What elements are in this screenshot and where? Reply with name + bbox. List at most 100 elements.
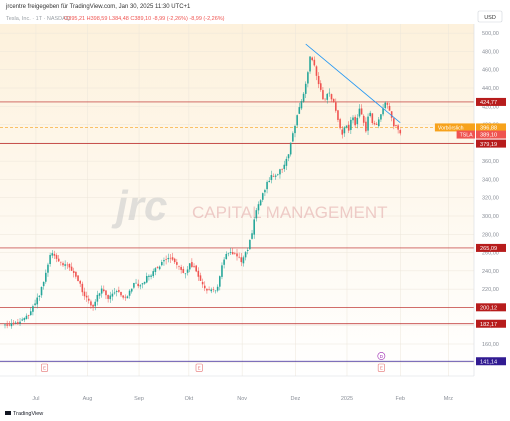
candle-body [371, 113, 374, 124]
candle-body [53, 253, 56, 256]
level-label: 424,77 [480, 100, 497, 106]
y-tick-label: 340,00 [482, 177, 499, 183]
candle-body [313, 59, 316, 66]
time-axis[interactable]: Jul Aug Sep Okt Nov Dez 2025 Feb Mrz [0, 375, 474, 402]
candle-body [264, 190, 266, 193]
candle-body [145, 276, 148, 283]
candle-body [223, 259, 225, 265]
x-tick-label: Jul [32, 396, 39, 402]
candle-body [186, 269, 189, 273]
candle-body [386, 103, 389, 105]
candle-body [362, 115, 365, 123]
candle-body [165, 259, 167, 260]
currency-label: USD [484, 15, 496, 21]
level-label: 141,14 [480, 359, 497, 365]
candle-body [309, 56, 311, 72]
candle-body [79, 280, 81, 284]
watermark-logo: jrc [111, 182, 167, 229]
candle-body [173, 258, 176, 263]
event-markers: E E D E [41, 352, 386, 372]
level-tag: Vorbörslich [438, 126, 464, 132]
candle-body [322, 90, 324, 100]
candle-body [8, 324, 11, 326]
trendline[interactable] [305, 43, 401, 124]
candle-body [23, 318, 26, 321]
candle-body [148, 275, 150, 277]
candle-body [4, 324, 6, 326]
candle-body [345, 125, 348, 128]
y-tick-label: 480,00 [482, 49, 499, 55]
level-label-box [476, 97, 506, 106]
candle-body [87, 298, 90, 301]
marker-label: E [43, 366, 46, 371]
candle-body [208, 289, 210, 290]
candle-body [384, 102, 387, 109]
candle-body [268, 180, 271, 183]
candle-body [176, 262, 178, 265]
candle-body [352, 117, 354, 121]
level-label: 265,09 [480, 246, 497, 252]
candle-body [178, 266, 180, 267]
ohlc-line: O395,21 H398,59 L384,48 C389,10 -8,99 (-… [64, 16, 225, 22]
candle-body [139, 285, 142, 287]
candle-body [40, 287, 43, 296]
marker-label: D [380, 354, 384, 359]
level-label: 396,88 [480, 126, 497, 132]
candle-body [358, 108, 361, 117]
candle-body [234, 253, 236, 254]
y-tick-label: 300,00 [482, 214, 499, 220]
tradingview-logo[interactable]: TradingView [5, 411, 43, 417]
candle-body [227, 253, 230, 255]
candle-body [279, 169, 281, 175]
candle-body [360, 108, 363, 115]
candle-body [246, 250, 249, 251]
candle-body [332, 98, 335, 102]
candle-body [257, 204, 260, 211]
level-label-box [476, 123, 506, 132]
y-tick-label: 440,00 [482, 86, 499, 92]
candle-body [365, 121, 367, 132]
candle-body [281, 169, 283, 170]
candle-body [152, 271, 155, 277]
marker-label: E [380, 366, 383, 371]
candle-body [390, 111, 393, 118]
candle-body [347, 124, 350, 131]
candle-body [92, 304, 94, 307]
level-label: 182,17 [480, 322, 497, 328]
candle-body [375, 123, 378, 125]
candle-body [253, 219, 255, 235]
candle-body [10, 323, 13, 327]
candle-body [19, 321, 21, 324]
candle-body [203, 285, 206, 289]
y-tick-label: 240,00 [482, 269, 499, 275]
candle-body [57, 258, 60, 262]
candle-body [324, 98, 326, 100]
candle-body [85, 295, 88, 298]
candle-body [399, 130, 402, 134]
currency-button[interactable] [477, 10, 503, 23]
watermark-tagline: CAPITAL MANAGEMENT [192, 203, 388, 222]
candle-body [98, 293, 101, 296]
candle-body [124, 296, 127, 298]
candle-body [17, 322, 19, 324]
candle-body [354, 116, 356, 126]
level-label: 200,12 [480, 306, 497, 312]
level-label-box [476, 303, 506, 312]
candle-body [206, 288, 208, 291]
candle-body [66, 264, 69, 266]
candle-body [285, 158, 288, 166]
candle-body [70, 266, 73, 271]
candle-body [199, 275, 202, 281]
candle-body [328, 92, 331, 94]
candle-body [238, 256, 240, 258]
candle-body [382, 108, 384, 115]
candle-body [150, 275, 152, 277]
candle-body [120, 292, 122, 296]
candle-body [242, 257, 245, 264]
candle-body [266, 181, 268, 190]
candle-body [272, 176, 275, 177]
candle-body [68, 263, 71, 268]
x-tick-label: Sep [134, 396, 144, 402]
